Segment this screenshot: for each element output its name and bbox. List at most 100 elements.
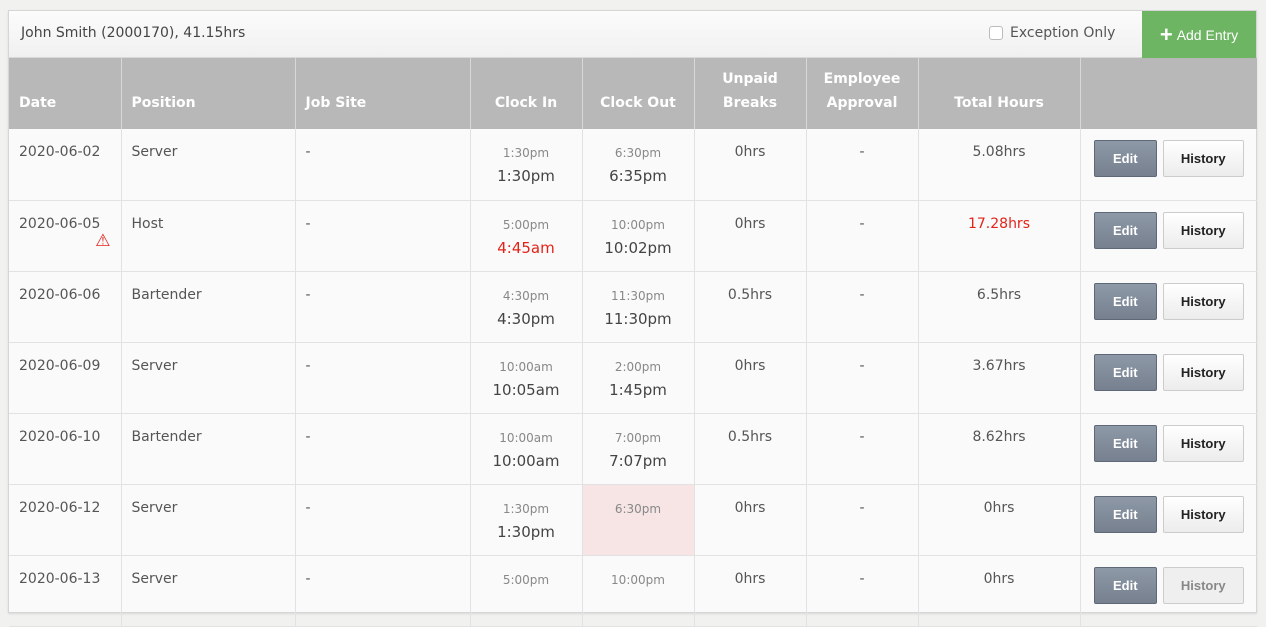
actions-cell: Edit History [1080, 484, 1257, 556]
scheduled-in: 4:30pm [502, 288, 550, 303]
scheduled-out: 6:30pm [614, 146, 662, 160]
job-site-cell: - [295, 342, 471, 414]
date-text: 2020-06-02 [19, 144, 101, 160]
total-hours-text: 17.28hrs [967, 215, 1030, 232]
position-cell: Bartender [121, 413, 296, 485]
edit-button[interactable]: Edit [1093, 211, 1157, 249]
position-text: Host [131, 215, 164, 232]
job-site-cell: - [295, 413, 471, 485]
edit-button[interactable]: Edit [1093, 282, 1157, 320]
table-row: 2020-06-09 Server - 10:00am 10:05am 2:00pm 1:4… [9, 342, 1257, 414]
date-cell: 2020-06-05 ⚠ [9, 200, 122, 272]
scheduled-in: 1:30pm [502, 146, 550, 160]
job-site-cell: - [295, 271, 471, 343]
scheduled-in: 10:00am [499, 430, 553, 445]
job-site-cell: - [295, 484, 471, 556]
date-cell: 2020-06-06 [9, 271, 122, 343]
clock-out-cell: 11:30pm 11:30pm [582, 271, 695, 343]
total-hours-text: 0hrs [983, 570, 1015, 587]
history-button[interactable]: History [1162, 211, 1244, 249]
column-header-total-hours: Total Hours [918, 58, 1081, 129]
exception-only-label: Exception Only [1010, 25, 1116, 41]
scheduled-out: 6:30pm [614, 501, 662, 516]
job-site-cell: - [295, 555, 471, 627]
position-text: Server [131, 144, 178, 160]
scheduled-out: 10:00pm [611, 572, 665, 587]
clock-in-cell: 4:30pm 4:30pm [470, 271, 583, 343]
date-text: 2020-06-10 [19, 428, 101, 445]
breaks-cell: 0hrs [694, 555, 807, 627]
column-header-position: Position [121, 58, 296, 129]
position-text: Server [131, 357, 178, 374]
edit-button[interactable]: Edit [1093, 140, 1157, 177]
date-text: 2020-06-06 [19, 286, 101, 303]
actual-in: 4:30pm [497, 309, 555, 328]
scheduled-out: 7:00pm [614, 430, 662, 445]
total-hours-cell: 8.62hrs [918, 413, 1081, 485]
column-header-job-site: Job Site [295, 58, 471, 129]
position-cell: Server [121, 484, 296, 556]
clock-out-cell: 10:00pm [582, 555, 695, 627]
date-text: 2020-06-09 [19, 357, 101, 374]
job-site-text: - [305, 286, 311, 303]
breaks-cell: 0hrs [694, 129, 807, 201]
add-entry-button[interactable]: + Add Entry [1142, 11, 1256, 58]
scheduled-out: 2:00pm [614, 359, 662, 374]
table-row: 2020-06-05 ⚠ Host - 5:00pm 4:45am 10:00pm 10:02… [9, 200, 1257, 272]
edit-button[interactable]: Edit [1093, 566, 1157, 604]
clock-out-cell: 2:00pm 1:45pm [582, 342, 695, 414]
position-cell: Server [121, 129, 296, 201]
job-site-text: - [305, 144, 311, 160]
column-header-clock-in: Clock In [470, 58, 583, 129]
history-button[interactable]: History [1162, 353, 1244, 391]
clock-in-cell: 1:30pm 1:30pm [470, 129, 583, 201]
actions-cell: Edit History [1080, 129, 1257, 201]
breaks-cell: 0.5hrs [694, 413, 807, 485]
actual-in: 4:45am [497, 238, 555, 257]
actual-in: 1:30pm [497, 522, 555, 541]
position-cell: Server [121, 342, 296, 414]
edit-button[interactable]: Edit [1093, 424, 1157, 462]
clock-out-cell: 6:30pm 6:35pm [582, 129, 695, 201]
date-cell: 2020-06-10 [9, 413, 122, 485]
exception-only-checkbox[interactable] [989, 26, 1003, 40]
actual-out: 1:45pm [609, 380, 667, 399]
clock-in-cell: 10:00am 10:00am [470, 413, 583, 485]
exception-only-toggle[interactable]: Exception Only [989, 25, 1115, 41]
clock-in-cell: 1:30pm 1:30pm [470, 484, 583, 556]
history-button[interactable]: History [1162, 424, 1244, 462]
plus-icon: + [1159, 21, 1173, 47]
actual-out: 7:07pm [609, 451, 667, 470]
panel-header: John Smith (2000170), 41.15hrs Exception… [9, 11, 1256, 58]
edit-button[interactable]: Edit [1093, 353, 1157, 391]
job-site-text: - [305, 570, 311, 587]
history-button[interactable]: History [1162, 140, 1244, 177]
breaks-cell: 0hrs [694, 200, 807, 272]
employee-summary: John Smith (2000170), 41.15hrs [21, 25, 246, 41]
actual-in: 10:00am [492, 451, 560, 470]
position-cell: Server [121, 555, 296, 627]
breaks-cell: 0.5hrs [694, 271, 807, 343]
approval-text: - [859, 144, 865, 160]
job-site-text: - [305, 499, 311, 516]
approval-cell: - [806, 413, 919, 485]
scheduled-in: 5:00pm [502, 217, 550, 232]
edit-button[interactable]: Edit [1093, 495, 1157, 533]
approval-text: - [859, 286, 865, 303]
column-header-actions [1080, 58, 1257, 129]
warning-triangle-icon[interactable]: ⚠ [95, 230, 111, 251]
job-site-text: - [305, 215, 311, 232]
breaks-text: 0hrs [734, 144, 766, 160]
clock-out-cell: 7:00pm 7:07pm [582, 413, 695, 485]
clock-in-cell: 5:00pm [470, 555, 583, 627]
actions-cell: Edit History [1080, 342, 1257, 414]
total-hours-cell: 0hrs [918, 484, 1081, 556]
breaks-text: 0hrs [734, 215, 766, 232]
history-button[interactable]: History [1162, 495, 1244, 533]
history-button[interactable]: History [1162, 282, 1244, 320]
actual-in: 1:30pm [497, 167, 555, 185]
date-cell: 2020-06-13 [9, 555, 122, 627]
approval-text: - [859, 570, 865, 587]
position-text: Bartender [131, 428, 202, 445]
clock-in-cell: 10:00am 10:05am [470, 342, 583, 414]
